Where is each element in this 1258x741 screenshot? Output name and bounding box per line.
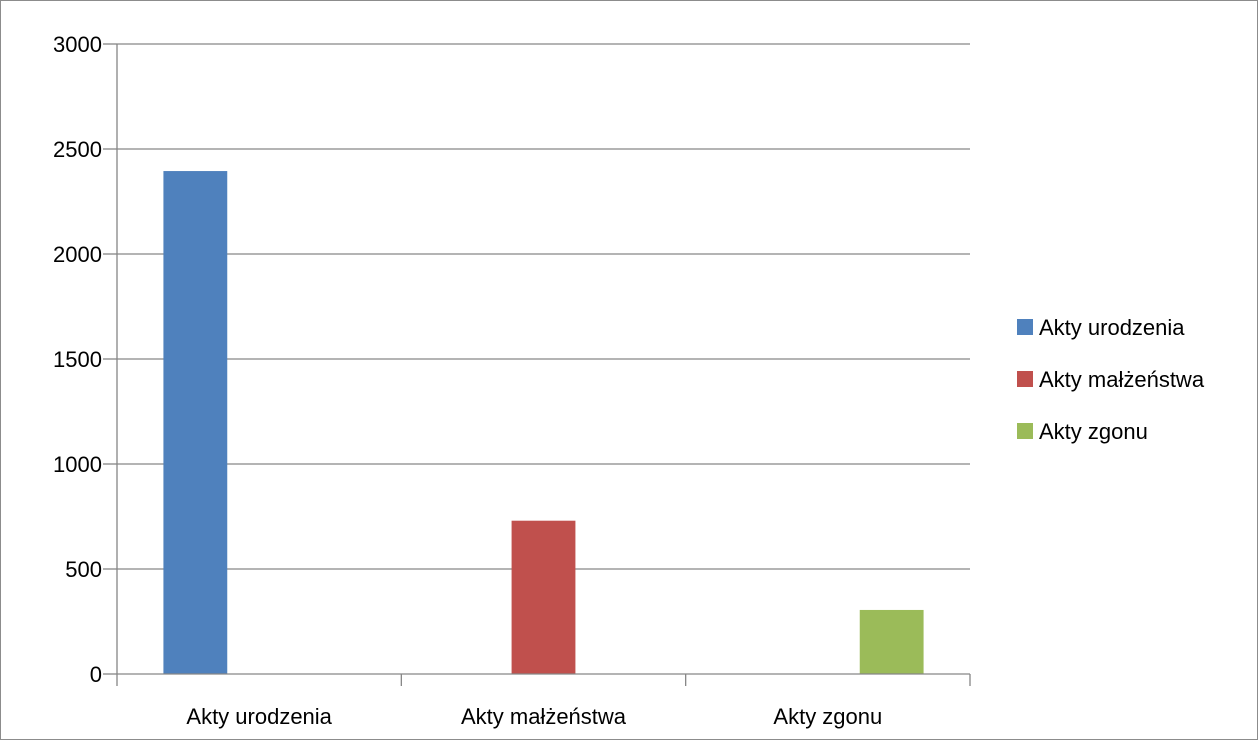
- bar-1: [163, 171, 228, 675]
- y-tick-label: 2000: [53, 242, 102, 267]
- x-tick-label: Akty zgonu: [773, 704, 882, 729]
- y-tick-label: 500: [65, 557, 102, 582]
- legend-label: Akty zgonu: [1039, 419, 1148, 444]
- legend-label: Akty urodzenia: [1039, 315, 1185, 340]
- bar-3: [859, 609, 924, 674]
- y-tick-label: 1500: [53, 347, 102, 372]
- x-tick-label: Akty małżeństwa: [461, 704, 627, 729]
- y-tick-label: 3000: [53, 32, 102, 57]
- x-tick-label: Akty urodzenia: [186, 704, 332, 729]
- y-tick-label: 2500: [53, 137, 102, 162]
- bars: [163, 171, 924, 675]
- legend-swatch: [1017, 371, 1033, 387]
- y-tick-label: 0: [90, 662, 102, 687]
- legend-swatch: [1017, 319, 1033, 335]
- legend-swatch: [1017, 423, 1033, 439]
- y-tick-label: 1000: [53, 452, 102, 477]
- gridlines: [117, 43, 970, 570]
- legend: Akty urodzenia Akty małżeństwa Akty zgonu: [1017, 315, 1205, 444]
- legend-label: Akty małżeństwa: [1039, 367, 1205, 392]
- axes: 0 500 1000 1500 2000 2500 3000 Akty urodzenia Ak…: [53, 32, 971, 729]
- bar-2: [511, 520, 576, 674]
